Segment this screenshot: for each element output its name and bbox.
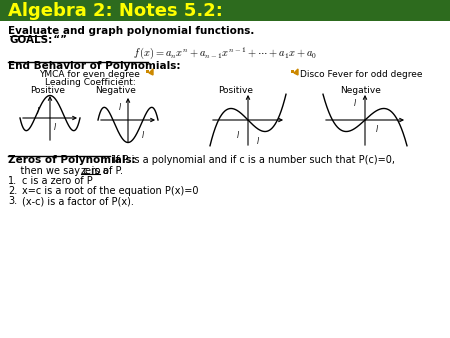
Text: $l$: $l$: [375, 122, 379, 134]
Text: $f\,( x ) = a_n x^n + a_{n-1} x^{n-1} + \cdots + a_1 x + a_0$: $f\,( x ) = a_n x^n + a_{n-1} x^{n-1} + …: [133, 45, 317, 61]
Text: of P.: of P.: [100, 166, 123, 176]
Text: End Behavior of Polynomials:: End Behavior of Polynomials:: [8, 61, 180, 71]
Text: Negative: Negative: [95, 86, 136, 95]
Text: c is a zero of P: c is a zero of P: [22, 176, 93, 186]
Text: $l$: $l$: [141, 128, 145, 140]
Text: Leading Coefficient:: Leading Coefficient:: [45, 78, 135, 87]
Polygon shape: [149, 69, 153, 75]
FancyBboxPatch shape: [291, 70, 294, 73]
Text: Evaluate and graph polynomial functions.: Evaluate and graph polynomial functions.: [8, 26, 254, 36]
Text: Algebra 2: Notes 5.2:: Algebra 2: Notes 5.2:: [8, 2, 223, 20]
Text: 1.: 1.: [8, 176, 17, 186]
Text: then we say c is a: then we say c is a: [8, 166, 112, 176]
Text: Zeros of Polynomials:: Zeros of Polynomials:: [8, 155, 136, 165]
Text: $l$: $l$: [256, 135, 260, 145]
Text: 2.: 2.: [8, 186, 17, 196]
Text: $l$: $l$: [53, 121, 57, 131]
Text: “”: “”: [46, 35, 67, 45]
Text: $l$: $l$: [236, 128, 240, 140]
Text: $l$: $l$: [118, 100, 122, 112]
Text: x=c is a root of the equation P(x)=0: x=c is a root of the equation P(x)=0: [22, 186, 198, 196]
Text: Disco Fever for odd degree: Disco Fever for odd degree: [300, 70, 423, 79]
FancyBboxPatch shape: [146, 70, 149, 73]
Text: If P is a polynomial and if c is a number such that P(c)=0,: If P is a polynomial and if c is a numbe…: [110, 155, 395, 165]
Text: YMCA for even degree: YMCA for even degree: [40, 70, 140, 79]
Text: Negative: Negative: [340, 86, 381, 95]
Text: $l$: $l$: [36, 104, 40, 116]
Polygon shape: [294, 69, 298, 75]
Text: (x-c) is a factor of P(x).: (x-c) is a factor of P(x).: [22, 196, 134, 206]
Text: Positive: Positive: [30, 86, 65, 95]
FancyBboxPatch shape: [0, 0, 450, 21]
Text: 3.: 3.: [8, 196, 17, 206]
Text: zero: zero: [81, 166, 102, 176]
Text: Positive: Positive: [218, 86, 253, 95]
Text: $l$: $l$: [353, 97, 357, 107]
Text: GOALS:: GOALS:: [10, 35, 53, 45]
